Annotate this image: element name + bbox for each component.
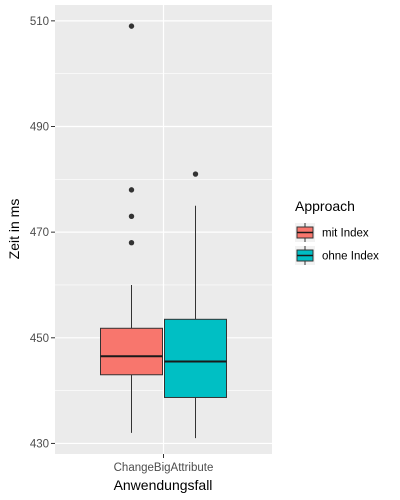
x-axis: ChangeBigAttribute xyxy=(114,454,214,474)
legend-title: Approach xyxy=(295,198,355,214)
iqr-box xyxy=(100,327,163,376)
legend-label: ohne Index xyxy=(322,251,379,263)
legend: Approach mit Index ohne Index xyxy=(295,198,379,265)
x-tick-label: ChangeBigAttribute xyxy=(114,462,214,474)
y-tick-label: 490 xyxy=(30,121,49,133)
y-tick-label: 510 xyxy=(30,16,49,28)
y-tick-label: 430 xyxy=(30,438,49,450)
outlier-point xyxy=(128,240,135,246)
box-mit-index xyxy=(100,23,163,433)
box-ohne-index xyxy=(164,171,227,439)
y-tick-label: 450 xyxy=(30,333,49,345)
y-axis-title: Zeit in ms xyxy=(6,199,22,260)
major-gridlines xyxy=(55,5,272,454)
legend-item: mit Index xyxy=(295,223,369,242)
outlier-point xyxy=(128,23,135,29)
outlier-point xyxy=(128,187,135,193)
legend-label: mit Index xyxy=(322,228,369,240)
legend-item: ohne Index xyxy=(295,246,379,265)
outlier-point xyxy=(128,213,135,219)
boxes xyxy=(100,23,227,439)
outlier-point xyxy=(192,171,199,177)
y-axis: 430 450 470 490 510 xyxy=(30,16,55,450)
iqr-box xyxy=(164,318,227,398)
y-tick-label: 470 xyxy=(30,227,49,239)
x-axis-title: Anwendungsfall xyxy=(114,477,213,493)
